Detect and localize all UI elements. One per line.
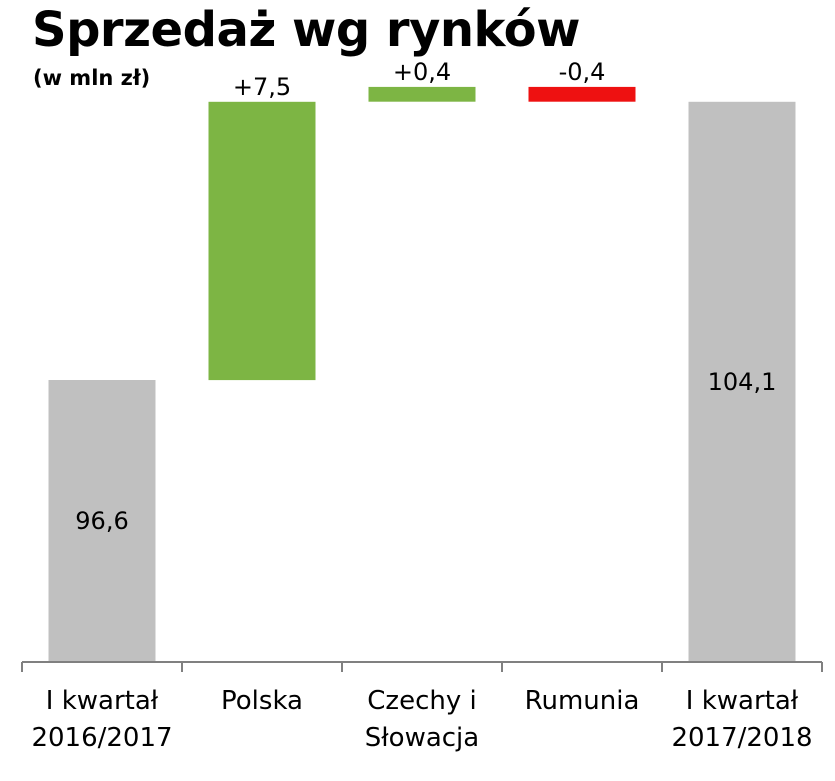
- data-label-2: +0,4: [393, 58, 451, 86]
- bar-0: [48, 380, 156, 662]
- category-label-0-line-0: I kwartał: [46, 686, 159, 716]
- category-label-4-line-1: 2017/2018: [671, 723, 812, 753]
- category-label-1-line-0: Polska: [221, 686, 303, 716]
- data-label-0: 96,6: [75, 507, 128, 535]
- category-label-2-line-1: Słowacja: [365, 723, 479, 753]
- bar-2: [368, 86, 476, 102]
- category-label-2-line-0: Czechy i: [367, 686, 476, 716]
- bar-3: [528, 86, 636, 102]
- bar-4: [688, 101, 796, 663]
- category-label-4-line-0: I kwartał: [686, 686, 799, 716]
- chart-title: Sprzedaż wg rynków: [32, 2, 581, 58]
- category-label-0-line-1: 2016/2017: [31, 723, 172, 753]
- data-label-1: +7,5: [233, 73, 291, 101]
- bar-1: [208, 101, 316, 381]
- data-label-3: -0,4: [559, 58, 606, 86]
- chart-subtitle: (w mln zł): [33, 66, 151, 90]
- data-label-4: 104,1: [708, 368, 777, 396]
- category-label-3-line-0: Rumunia: [525, 686, 640, 716]
